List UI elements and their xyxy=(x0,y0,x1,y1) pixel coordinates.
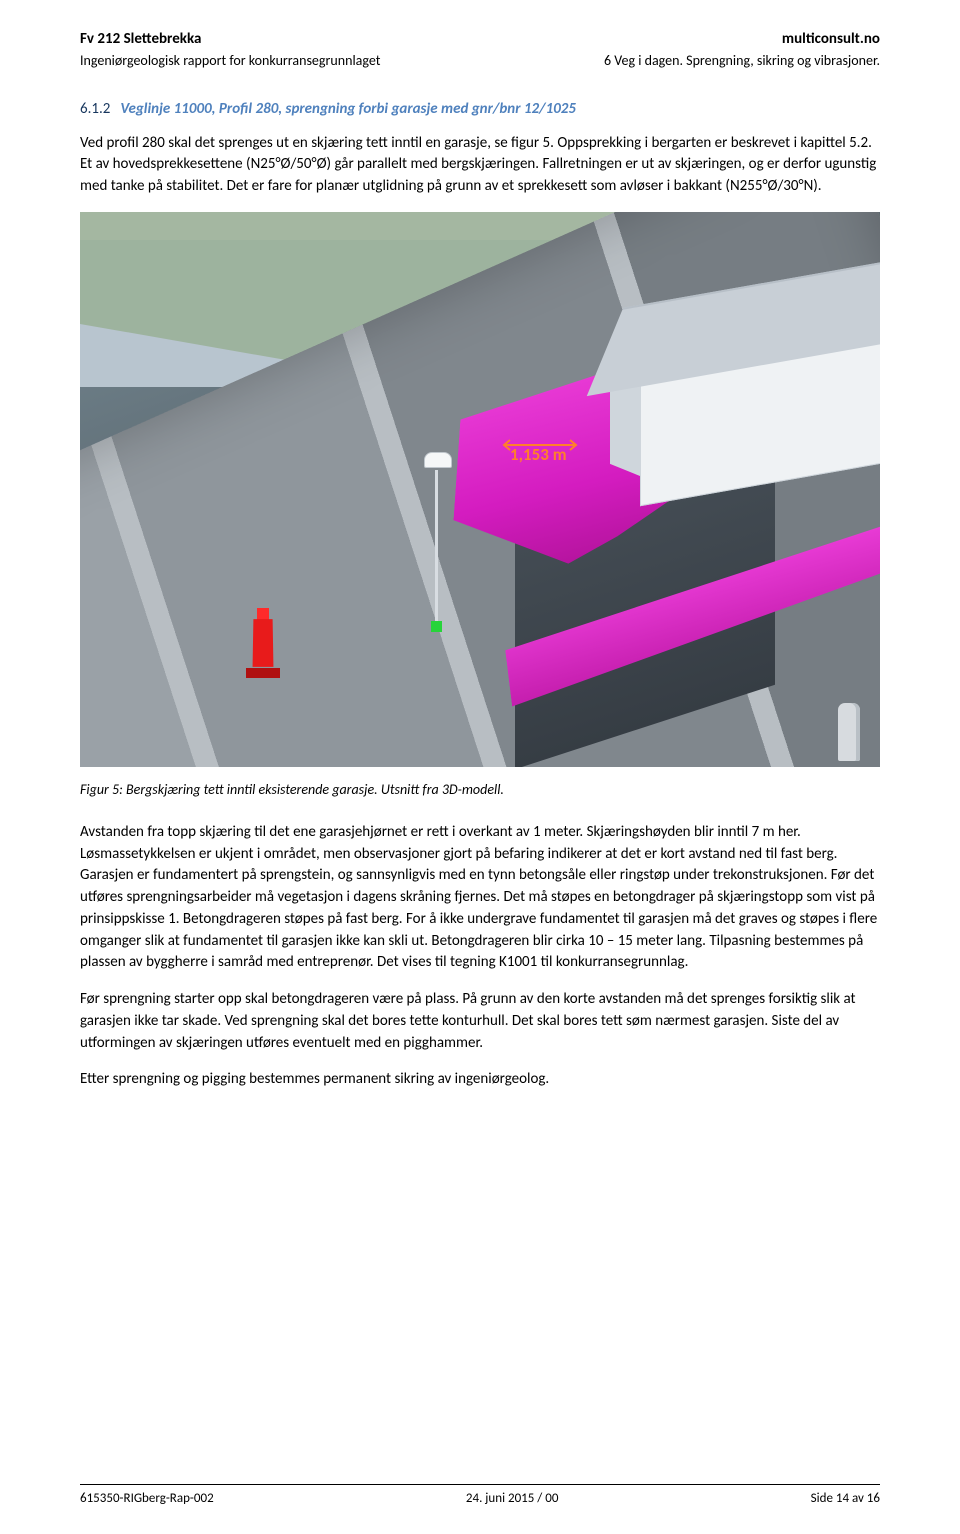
page-footer: 615350-RIGberg-Rap-002 24. juni 2015 / 0… xyxy=(80,1484,880,1506)
paragraph-1: Ved profil 280 skal det sprenges ut en s… xyxy=(80,133,880,198)
figure-red-marker xyxy=(246,608,280,678)
section-heading: 6.1.2 Veglinje 11000, Profil 280, spreng… xyxy=(80,100,880,118)
header-right-title: multiconsult.no xyxy=(782,30,880,50)
paragraph-2: Avstanden fra topp skjæring til det ene … xyxy=(80,822,880,974)
page-subheader: Ingeniørgeologisk rapport for konkurrans… xyxy=(80,52,880,70)
figure-pipe xyxy=(838,703,860,761)
page-header: Fv 212 Slettebrekka multiconsult.no xyxy=(80,30,880,50)
footer-rule xyxy=(80,1484,880,1485)
red-marker-foot xyxy=(246,668,280,678)
red-marker-body xyxy=(253,619,274,667)
subheader-right: 6 Veg i dagen. Sprengning, sikring og vi… xyxy=(604,52,880,70)
section-number: 6.1.2 xyxy=(80,100,110,118)
subheader-left: Ingeniørgeologisk rapport for konkurrans… xyxy=(80,52,380,70)
figure-garage xyxy=(610,262,880,502)
header-left-title: Fv 212 Slettebrekka xyxy=(80,30,201,50)
paragraph-3: Før sprengning starter opp skal betongdr… xyxy=(80,989,880,1054)
footer-left: 615350-RIGberg-Rap-002 xyxy=(80,1491,214,1506)
streetlight-base xyxy=(431,621,442,632)
figure-5: 1,153 m xyxy=(80,212,880,767)
figure-caption: Figur 5: Bergskjæring tett inntil eksist… xyxy=(80,781,880,798)
paragraph-4: Etter sprengning og pigging bestemmes pe… xyxy=(80,1069,880,1091)
dimension-label: 1,153 m xyxy=(510,444,567,465)
footer-right: Side 14 av 16 xyxy=(811,1491,880,1506)
streetlight-pole xyxy=(435,470,438,632)
section-title: Veglinje 11000, Profil 280, sprengning f… xyxy=(120,100,576,118)
figure-streetlight xyxy=(428,452,444,632)
footer-center: 24. juni 2015 / 00 xyxy=(466,1491,559,1506)
streetlight-head-icon xyxy=(424,452,452,468)
